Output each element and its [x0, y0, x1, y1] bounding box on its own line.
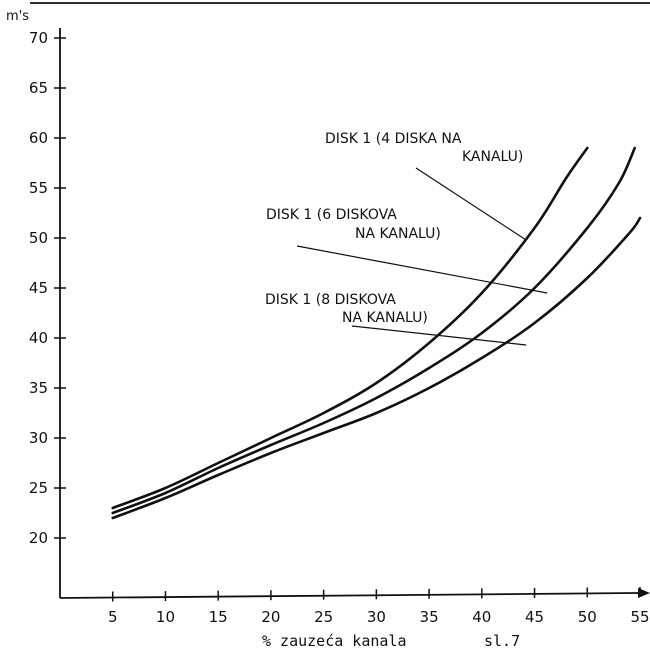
series-3-label-line-1: DISK 1 (8 DISKOVA	[265, 292, 396, 308]
y-tick-label: 40	[29, 329, 48, 347]
x-axis-label: % zauzeća kanala	[262, 632, 407, 650]
y-ticks: 20 25 30 35 40 45 50 55 60 65 70	[29, 29, 66, 547]
series-1-label-line-2: KANALU)	[462, 149, 523, 165]
figure-label: sl.7	[484, 632, 520, 650]
series-curve-3	[111, 216, 642, 520]
y-tick-label: 65	[29, 79, 48, 97]
x-tick-label: 20	[261, 608, 280, 626]
y-tick-label: 50	[29, 229, 48, 247]
x-tick-label: 15	[209, 608, 228, 626]
x-tick-label: 5	[108, 608, 118, 626]
x-axis	[59, 592, 639, 599]
y-tick-label: 45	[29, 279, 48, 297]
y-tick-label: 55	[29, 179, 48, 197]
y-tick-label: 35	[29, 379, 48, 397]
x-axis-arrow	[638, 588, 650, 598]
x-tick-label: 55	[630, 608, 649, 626]
y-tick-label: 20	[29, 529, 48, 547]
x-tick-label: 50	[578, 608, 597, 626]
series-2-label-line-2: NA KANALU)	[355, 226, 441, 242]
series-curves	[111, 146, 642, 520]
series-3-label-line-2: NA KANALU)	[342, 310, 428, 326]
series-curve-1	[111, 146, 589, 510]
series-3-leader-line	[351, 325, 527, 346]
x-tick-label: 40	[472, 608, 491, 626]
y-tick-label: 25	[29, 479, 48, 497]
x-tick-label: 30	[367, 608, 386, 626]
y-tick-label: 70	[29, 29, 48, 47]
x-tick-label: 45	[525, 608, 544, 626]
series-1-leader-line	[415, 167, 527, 241]
y-tick-label: 60	[29, 129, 48, 147]
series-curve-2	[111, 146, 637, 515]
series-label-leaders	[296, 167, 548, 346]
x-ticks: 5 10 15 20 25 30 35 40 45 50 55	[108, 586, 650, 626]
y-axis-unit-label: m's	[6, 9, 29, 24]
x-tick-label: 25	[314, 608, 333, 626]
series-2-label-line-1: DISK 1 (6 DISKOVA	[266, 207, 397, 223]
x-tick-label: 10	[156, 608, 175, 626]
series-2-leader-line	[296, 245, 548, 294]
x-tick-label: 35	[420, 608, 439, 626]
y-tick-label: 30	[29, 429, 48, 447]
series-1-label-line-1: DISK 1 (4 DISKA NA	[325, 131, 462, 147]
